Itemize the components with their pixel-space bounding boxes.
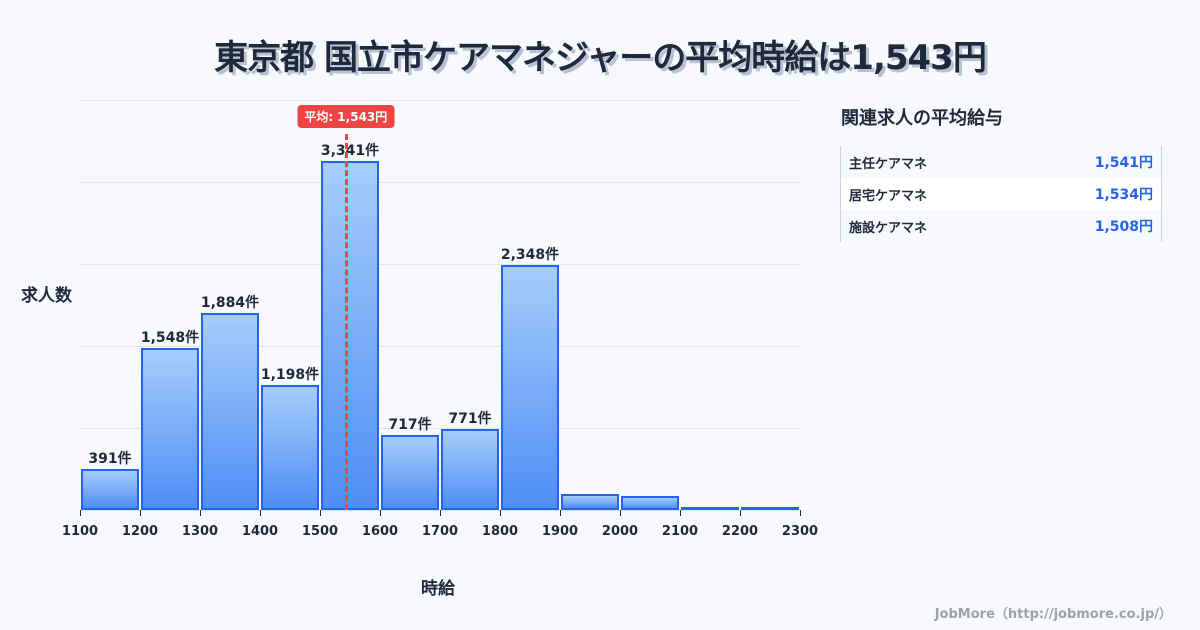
x-tick-label: 1600	[361, 524, 399, 539]
bar-value-label: 1,198件	[260, 366, 320, 383]
related-salary-row: 施設ケアマネ 1,508円	[841, 210, 1161, 242]
x-tick-label: 2300	[781, 524, 819, 539]
page-title: 東京都 国立市ケアマネジャーの平均時給は1,543円	[214, 38, 987, 78]
histogram-bar	[321, 161, 379, 510]
source-credit: JobMore（http://jobmore.co.jp/）	[934, 607, 1172, 622]
histogram-bar	[561, 493, 619, 510]
mean-badge: 平均: 1,543円	[297, 105, 395, 128]
x-tick-mark	[500, 510, 501, 516]
job-name: 主任ケアマネ	[849, 156, 928, 172]
histogram-bar	[501, 264, 559, 510]
x-tick-label: 1100	[61, 524, 99, 539]
bar-value-label: 3,341件	[320, 143, 380, 159]
x-tick-label: 1500	[301, 524, 339, 539]
bar-value-label: 771件	[448, 411, 492, 428]
related-salary-row: 主任ケアマネ 1,541円	[841, 146, 1161, 178]
job-name: 施設ケアマネ	[849, 220, 928, 236]
x-tick-label: 2200	[721, 524, 759, 539]
gridline	[80, 182, 800, 183]
x-tick-label: 1300	[181, 524, 219, 539]
x-tick-label: 1900	[541, 524, 579, 539]
x-tick-mark	[440, 510, 441, 516]
gridline	[80, 264, 800, 265]
x-tick-mark	[380, 510, 381, 516]
job-avg-wage: 1,534円	[1094, 187, 1153, 203]
gridline	[80, 428, 800, 429]
x-tick-mark	[560, 510, 561, 516]
x-tick-mark	[80, 510, 81, 516]
bar-value-label: 391件	[88, 451, 132, 468]
histogram-bar	[381, 435, 439, 510]
gridline	[80, 100, 800, 101]
x-tick-label: 1800	[481, 524, 519, 539]
mean-line	[344, 134, 348, 510]
related-salary-row: 居宅ケアマネ 1,534円	[841, 178, 1161, 210]
y-axis-label: 求人数	[21, 286, 72, 306]
histogram-bar	[261, 384, 319, 510]
bar-value-label: 717件	[388, 417, 432, 434]
x-tick-mark	[260, 510, 261, 516]
histogram-bar	[741, 507, 799, 510]
x-tick-label: 1200	[121, 524, 159, 539]
bar-value-label: 1,548件	[140, 330, 200, 347]
x-tick-mark	[320, 510, 321, 516]
histogram-bar	[201, 313, 259, 510]
x-tick-label: 2000	[601, 524, 639, 539]
x-tick-label: 1400	[241, 524, 279, 539]
related-salary-title: 関連求人の平均給与	[841, 108, 1003, 129]
histogram-bar	[141, 348, 199, 510]
histogram-bar	[441, 429, 499, 510]
bar-value-label: 1,884件	[200, 295, 260, 312]
related-salary-table: 主任ケアマネ 1,541円 居宅ケアマネ 1,534円 施設ケアマネ 1,508…	[840, 146, 1162, 242]
x-tick-mark	[680, 510, 681, 516]
job-avg-wage: 1,508円	[1094, 219, 1153, 235]
histogram-bar	[81, 469, 139, 510]
gridline	[80, 346, 800, 347]
x-tick-mark	[800, 510, 801, 516]
histogram-bar	[681, 507, 739, 510]
bar-value-label: 2,348件	[500, 246, 560, 263]
job-avg-wage: 1,541円	[1094, 155, 1153, 171]
x-tick-mark	[620, 510, 621, 516]
x-axis-label: 時給	[421, 579, 455, 599]
x-tick-mark	[140, 510, 141, 516]
x-tick-mark	[740, 510, 741, 516]
x-tick-label: 2100	[661, 524, 699, 539]
x-tick-label: 1700	[421, 524, 459, 539]
histogram-plot-area: 391件 1,548件 1,884件 1,198件 3,341件 717件 771件 2,34…	[80, 100, 800, 510]
histogram-bar	[621, 496, 679, 510]
job-name: 居宅ケアマネ	[849, 188, 928, 204]
x-tick-mark	[200, 510, 201, 516]
